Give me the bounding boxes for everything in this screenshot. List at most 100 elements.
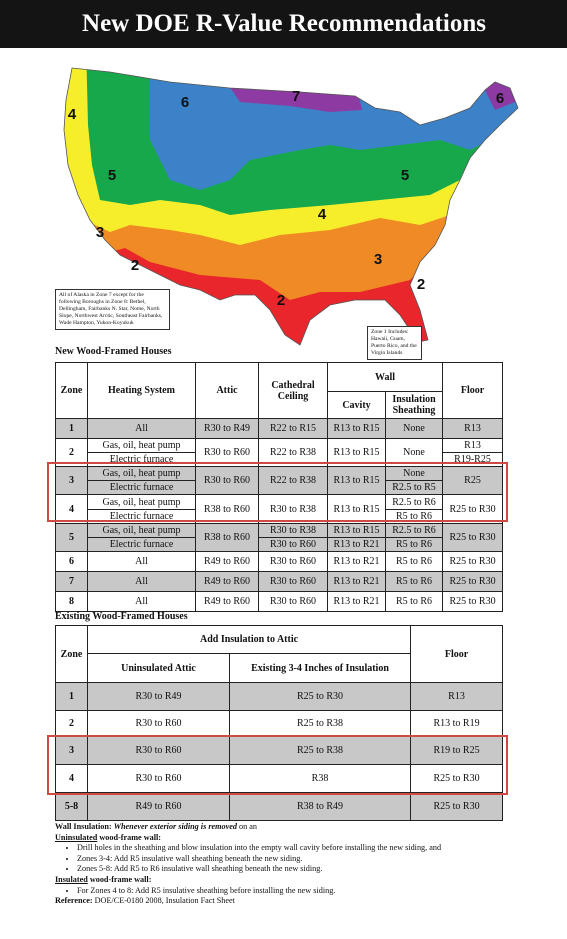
table-cell: All — [87, 571, 196, 592]
table-cell: R25 to R38 — [228, 736, 412, 765]
table-cell: R30 to R60 — [87, 764, 230, 793]
bullet-list: Drill holes in the sheathing and blow in… — [55, 843, 525, 875]
table-row: 3 R30 to R60 R25 to R38 R19 to R25 — [55, 736, 504, 765]
zone-label: 3 — [374, 251, 382, 268]
table-cell: All — [87, 591, 196, 612]
header-cell: Cathedral Ceiling — [258, 362, 328, 419]
title-bar — [0, 0, 567, 48]
page-title: New DOE R-Value Recommendations — [82, 10, 486, 37]
table-row: 4 R30 to R60 R38 R25 to R30 — [55, 764, 504, 793]
zone-label: 4 — [68, 106, 77, 123]
table-cell: R13 to R21 — [327, 571, 386, 592]
table-cell: R5 to R6 — [384, 571, 444, 592]
table-row: 4 Gas, oil, heat pump Electric furnace R38 … — [55, 494, 504, 524]
table-cell: R25 to R30 — [442, 571, 504, 592]
cell-line: Gas, oil, heat pump — [102, 496, 181, 508]
header-cell: Attic — [195, 362, 259, 419]
table-cell: R25 to R30 — [228, 682, 412, 711]
table-cell: R2.5 to R6 R5 to R6 — [384, 494, 444, 524]
highlight-box — [47, 462, 508, 522]
cell-line: Electric furnace — [88, 537, 195, 551]
table-cell: 1 — [55, 682, 88, 711]
header-cell: Zone — [55, 362, 88, 419]
table-row: 7 All R49 to R60 R30 to R60 R13 to R21 R5 to … — [55, 571, 504, 592]
table-cell: 4 — [55, 764, 88, 793]
header-cell: Add Insulation to Attic — [86, 625, 412, 654]
table-cell: R13 to R21 — [327, 551, 386, 572]
table-cell: R13 — [410, 682, 504, 711]
table-cell: R49 to R60 — [195, 571, 259, 592]
note-line: Insulated wood-frame wall: — [55, 875, 525, 886]
cell-line: Electric furnace — [88, 452, 195, 466]
header-cell: Insulation Sheathing — [384, 391, 444, 419]
table-cell: All — [87, 418, 196, 439]
cell-line: R2.5 to R6 — [392, 496, 436, 508]
header-cell: Zone — [55, 625, 88, 683]
header-cell: Floor — [442, 362, 504, 419]
header-cell: Cavity — [327, 391, 386, 419]
table-cell: R22 to R38 — [258, 466, 328, 495]
bullet: Drill holes in the sheathing and blow in… — [77, 843, 525, 854]
cell-line: Electric furnace — [88, 480, 195, 494]
cell-line: R30 to R38 — [269, 525, 317, 536]
cell-line: R13 to R21 — [328, 537, 385, 551]
table-cell: R5 to R6 — [384, 591, 444, 612]
cell-line: R13 — [464, 440, 481, 451]
table-cell: R30 to R60 — [195, 466, 259, 495]
zone1-note: Zone 1 Includes: Hawaii, Guam, Puerto Ri… — [367, 326, 422, 360]
table-cell: R30 to R60 — [87, 736, 230, 765]
bullet: Zones 3-4: Add R5 insulative wall sheath… — [77, 854, 525, 865]
table-cell: None R2.5 to R5 — [384, 466, 444, 495]
note-text: wood-frame wall: — [89, 874, 152, 884]
table-cell: R25 to R30 — [442, 523, 504, 552]
header-and-map: New DOE R-Value Recommendations 4 6 7 6 5 5 4 3… — [0, 0, 567, 346]
table-cell: R49 to R60 — [87, 792, 230, 821]
note-label: Insulated — [55, 874, 88, 884]
header-cell: Uninsulated Attic — [87, 653, 230, 683]
table-body: 1 R30 to R49 R25 to R30 R13 2 R30 to R60 R25 t… — [55, 682, 504, 821]
note-label: Wall Insulation: — [55, 822, 112, 831]
cell-line: Gas, oil, heat pump — [102, 525, 181, 536]
cell-line: None — [403, 468, 425, 479]
table-cell: 2 — [55, 710, 88, 737]
table-cell: R5 to R6 — [384, 551, 444, 572]
table-cell: 5-8 — [55, 792, 88, 821]
table-cell: Gas, oil, heat pump Electric furnace — [87, 466, 196, 495]
bullet-list: For Zones 4 to 8: Add R5 insulative shea… — [55, 886, 525, 897]
cell-line: R13 to R15 — [333, 525, 380, 536]
cell-line: R19-R25 — [443, 452, 503, 466]
zone-label: 6 — [181, 94, 189, 111]
highlight-box — [47, 735, 508, 795]
section-title: Existing Wood-Framed Houses — [55, 611, 188, 622]
table-body: 1 All R30 to R49 R22 to R15 R13 to R15 None R1… — [55, 418, 504, 612]
table-cell: R13 to R15 — [327, 418, 386, 439]
cell-line: R5 to R6 — [386, 537, 443, 551]
table-cell: R30 to R60 — [258, 551, 328, 572]
note-label: Reference: — [55, 896, 93, 906]
zone-label: 5 — [401, 167, 409, 184]
table-cell: None — [384, 418, 444, 439]
table-row: 8 All R49 to R60 R30 to R60 R13 to R21 R5 to … — [55, 591, 504, 612]
table-cell: All — [87, 551, 196, 572]
note-line: Reference: DOE/CE-0180 2008, Insulation … — [55, 896, 525, 907]
bullet: Zones 5-8: Add R5 to R6 insulative wall … — [77, 864, 525, 875]
table-cell: R13 — [442, 418, 504, 439]
table-cell: R30 to R38 — [258, 494, 328, 524]
note-label: Uninsulated — [55, 832, 98, 842]
table-cell: R25 to R30 — [410, 764, 504, 793]
note-text: on an — [239, 822, 257, 831]
table-cell: R30 to R49 — [195, 418, 259, 439]
table-cell: Gas, oil, heat pump Electric furnace — [87, 494, 196, 524]
table-row: 5 Gas, oil, heat pump Electric furnace R38 … — [55, 523, 504, 552]
bullet: For Zones 4 to 8: Add R5 insulative shea… — [77, 886, 525, 897]
table-cell: R38 to R60 — [195, 523, 259, 552]
cell-line: Electric furnace — [88, 508, 195, 523]
cell-line: Gas, oil, heat pump — [102, 468, 181, 479]
table-cell: R25 to R38 — [228, 710, 412, 737]
header-cell: Existing 3-4 Inches of Insulation — [228, 653, 412, 683]
table-cell: R13 to R19 — [410, 710, 504, 737]
note-text: wood-frame wall: — [99, 832, 161, 842]
notes: Wall Insulation: Whenever exterior sidin… — [55, 822, 525, 907]
table-row: 1 R30 to R49 R25 to R30 R13 — [55, 682, 504, 711]
